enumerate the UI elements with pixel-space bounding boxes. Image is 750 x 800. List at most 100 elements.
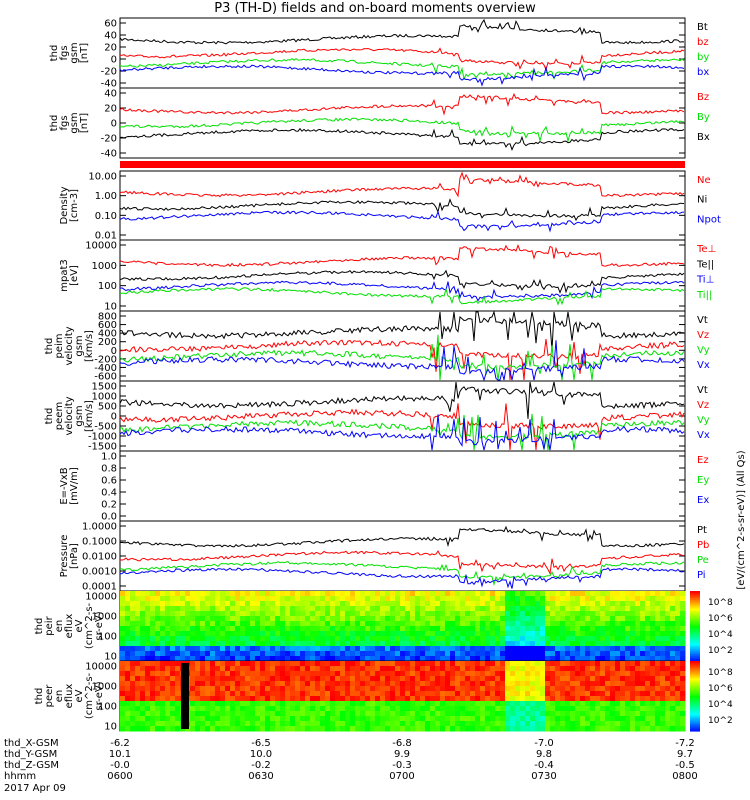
spectrogram-cell [615, 706, 621, 712]
spectrogram-cell [150, 691, 156, 697]
spectrogram-cell [320, 636, 326, 642]
spectrogram-cell [325, 651, 331, 657]
spectrogram-cell [505, 686, 511, 692]
spectrogram-cell [635, 706, 641, 712]
spectrogram-cell [300, 661, 306, 667]
spectrogram-cell [300, 686, 306, 692]
spectrogram-cell [615, 696, 621, 702]
spectrogram-cell [350, 676, 356, 682]
spectrogram-cell [325, 711, 331, 717]
spectrogram-cell [590, 721, 596, 727]
colorbar-tick: 10^2 [708, 716, 733, 726]
spectrogram-cell [230, 671, 236, 677]
spectrogram-cell [220, 591, 226, 597]
spectrogram-cell [370, 631, 376, 637]
spectrogram-cell [390, 671, 396, 677]
spectrogram-cell [320, 621, 326, 627]
spectrogram-cell [430, 691, 436, 697]
spectrogram-cell [255, 636, 261, 642]
spectrogram-cell [635, 591, 641, 597]
spectrogram-cell [490, 636, 496, 642]
spectrogram-cell [555, 641, 561, 647]
y-tick-label: -500 [94, 422, 117, 433]
spectrogram-cell [300, 636, 306, 642]
spectrogram-cell [370, 706, 376, 712]
spectrogram-cell [470, 611, 476, 617]
spectrogram-cell [170, 631, 176, 637]
spectrogram-cell [320, 626, 326, 632]
spectrogram-cell [130, 726, 136, 732]
spectrogram-cell [255, 681, 261, 687]
spectrogram-cell [295, 636, 301, 642]
spectrogram-cell [560, 606, 566, 612]
spectrogram-cell [155, 726, 161, 732]
spectrogram-cell [270, 681, 276, 687]
spectrogram-cell [405, 601, 411, 607]
y-tick-label: 10 [104, 652, 117, 663]
spectrogram-cell [365, 621, 371, 627]
spectrogram-cell [170, 616, 176, 622]
spectrogram-cell [670, 601, 676, 607]
spectrogram-cell [450, 711, 456, 717]
spectrogram-cell [270, 591, 276, 597]
spectrogram-cell [405, 661, 411, 667]
spectrogram-cell [320, 696, 326, 702]
spectrogram-cell [475, 636, 481, 642]
spectrogram-cell [485, 696, 491, 702]
spectrogram-cell [615, 671, 621, 677]
spectrogram-cell [395, 651, 401, 657]
spectrogram-cell [675, 631, 681, 637]
spectrogram-cell [335, 671, 341, 677]
spectrogram-cell [325, 661, 331, 667]
spectrogram-cell [355, 721, 361, 727]
spectrogram-cell [120, 706, 126, 712]
spectrogram-cell [325, 716, 331, 722]
spectrogram-cell [190, 686, 196, 692]
spectrogram-cell [605, 691, 611, 697]
spectrogram-cell [310, 706, 316, 712]
spectrogram-cell [190, 671, 196, 677]
spectrogram-cell [305, 636, 311, 642]
spectrogram-cell [230, 656, 236, 662]
spectrogram-cell [345, 676, 351, 682]
spectrogram-cell [600, 681, 606, 687]
spectrogram-cell [160, 666, 166, 672]
spectrogram-cell [445, 726, 451, 732]
spectrogram-cell [245, 636, 251, 642]
spectrogram-cell [465, 641, 471, 647]
spectrogram-cell [345, 651, 351, 657]
spectrogram-cell [440, 701, 446, 707]
spectrogram-cell [160, 616, 166, 622]
spectrogram-cell [320, 596, 326, 602]
y-axis-label: mpat3 [59, 259, 70, 292]
spectrogram-cell [675, 596, 681, 602]
spectrogram-cell [175, 626, 181, 632]
spectrogram-cell [530, 631, 536, 637]
spectrogram-cell [345, 591, 351, 597]
spectrogram-cell [625, 626, 631, 632]
spectrogram-cell [575, 701, 581, 707]
spectrogram-cell [630, 626, 636, 632]
spectrogram-cell [505, 616, 511, 622]
spectrogram-cell [130, 661, 136, 667]
spectrogram-cell [650, 611, 656, 617]
spectrogram-cell [390, 721, 396, 727]
spectrogram-cell [495, 726, 501, 732]
spectrogram-cell [395, 636, 401, 642]
spectrogram-cell [320, 716, 326, 722]
spectrogram-cell [595, 706, 601, 712]
spectrogram-cell [315, 711, 321, 717]
spectrogram-cell [480, 631, 486, 637]
spectrogram-cell [310, 646, 316, 652]
spectrogram-cell [585, 591, 591, 597]
spectrogram-cell [380, 691, 386, 697]
spectrogram-cell [500, 666, 506, 672]
spectrogram-cell [645, 696, 651, 702]
panel-frame-density [119, 170, 686, 241]
spectrogram-cell [545, 646, 551, 652]
spectrogram-cell [350, 636, 356, 642]
spectrogram-cell [135, 621, 141, 627]
spectrogram-cell [325, 631, 331, 637]
colorbar-electron [690, 680, 700, 683]
spectrogram-cell [600, 721, 606, 727]
